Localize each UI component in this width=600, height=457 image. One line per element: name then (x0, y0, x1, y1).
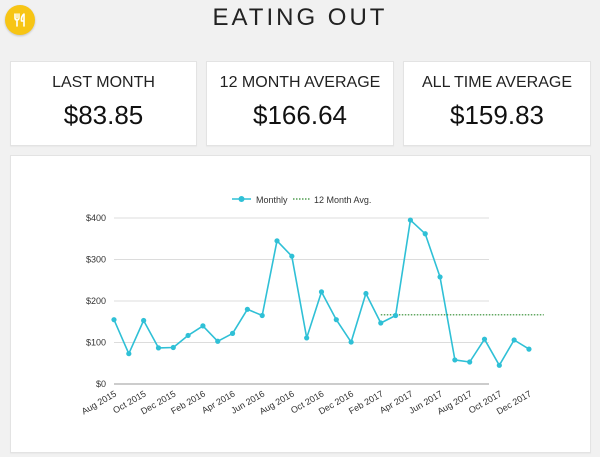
data-point[interactable] (244, 306, 250, 312)
stat-value: $166.64 (253, 100, 347, 130)
data-point[interactable] (274, 238, 280, 244)
data-point[interactable] (437, 274, 443, 280)
stat-card-all-time-average: ALL TIME AVERAGE $159.83 (403, 61, 591, 146)
stat-value: $159.83 (450, 100, 544, 130)
data-point[interactable] (452, 357, 458, 363)
data-point[interactable] (141, 317, 147, 324)
data-point[interactable] (155, 345, 162, 351)
y-tick-label: $400 (86, 213, 106, 223)
data-point[interactable] (496, 362, 502, 368)
data-point[interactable] (170, 344, 176, 351)
data-point[interactable] (363, 290, 369, 297)
fork-knife-icon (14, 13, 25, 27)
data-point[interactable] (215, 338, 221, 344)
data-point[interactable] (259, 312, 265, 319)
stat-label: 12 MONTH AVERAGE (219, 74, 381, 91)
eating-out-category-button[interactable] (5, 5, 35, 35)
stat-value: $83.85 (63, 100, 144, 130)
stat-label: LAST MONTH (52, 74, 155, 91)
y-tick-label: $100 (86, 338, 106, 348)
chart-legend: Monthly 12 Month Avg. (232, 195, 371, 205)
data-point[interactable] (467, 359, 473, 365)
stat-card-12-month-average: 12 MONTH AVERAGE $166.64 (206, 61, 394, 146)
data-point[interactable] (526, 346, 532, 352)
data-point[interactable] (318, 289, 325, 295)
stat-label: ALL TIME AVERAGE (422, 74, 572, 91)
y-tick-label: $0 (96, 379, 106, 389)
data-point[interactable] (200, 323, 206, 329)
legend-monthly-label: Monthly (256, 195, 288, 205)
data-point[interactable] (511, 337, 517, 343)
x-tick-label: Aug 2015 (80, 389, 118, 417)
data-point[interactable] (422, 231, 428, 237)
data-point[interactable] (289, 253, 295, 259)
data-point[interactable] (407, 217, 413, 223)
eating-out-line-chart: Monthly 12 Month Avg. $0 $100 $200 $300 $400… (80, 195, 544, 417)
chart-card: Monthly 12 Month Avg. $0 $100 $200 $300 $400… (10, 155, 591, 453)
data-point[interactable] (126, 351, 132, 357)
data-point[interactable] (392, 312, 399, 319)
legend-12-month-avg-label: 12 Month Avg. (314, 195, 371, 205)
data-point[interactable] (185, 332, 191, 339)
data-point[interactable] (229, 330, 236, 336)
header: EATING OUT (0, 0, 600, 50)
data-point[interactable] (481, 336, 488, 342)
stat-card-last-month: LAST MONTH $83.85 (10, 61, 197, 146)
data-point[interactable] (378, 320, 384, 326)
data-point[interactable] (304, 335, 310, 341)
data-point[interactable] (333, 317, 339, 323)
legend-monthly-marker (238, 196, 245, 202)
data-point[interactable] (348, 339, 354, 345)
page-title: EATING OUT (212, 4, 388, 31)
y-tick-label: $200 (86, 296, 106, 306)
y-tick-label: $300 (86, 255, 106, 265)
data-point[interactable] (111, 317, 117, 323)
